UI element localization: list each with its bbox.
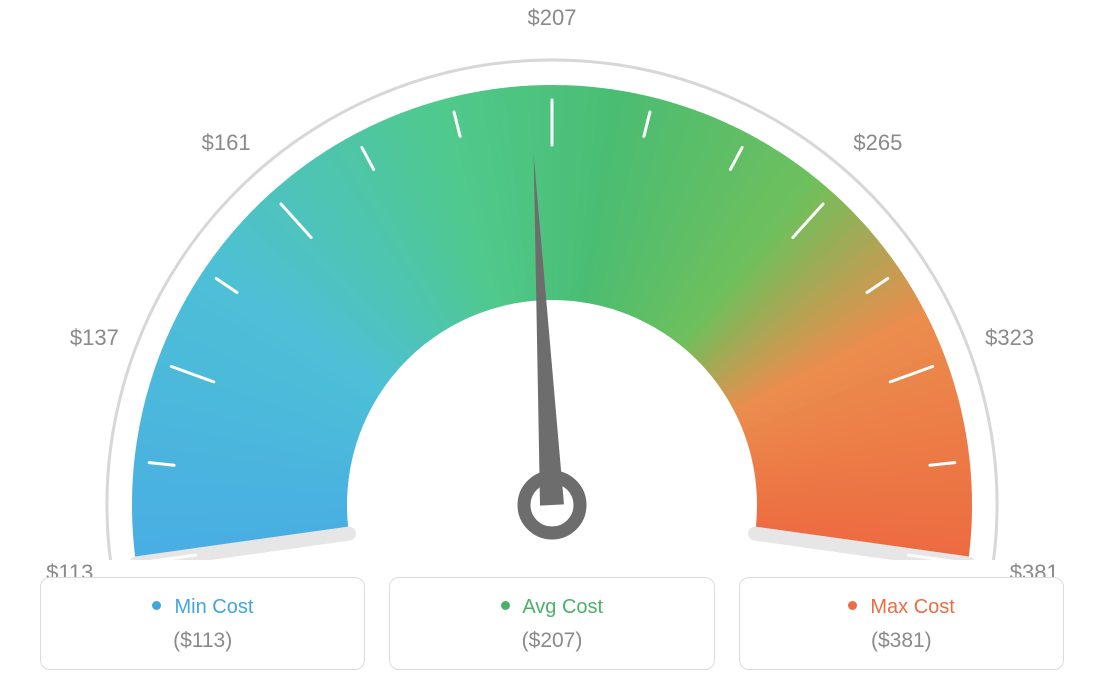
gauge-area: $113$137$161$207$265$323$381 <box>0 0 1104 560</box>
min-cost-title: Min Cost <box>61 596 344 619</box>
summary-cards: Min Cost ($113) Avg Cost ($207) Max Cost… <box>40 577 1064 670</box>
max-cost-label: Max Cost <box>870 596 954 618</box>
avg-cost-value: ($207) <box>410 629 693 653</box>
gauge-tick-label: $323 <box>985 325 1034 351</box>
avg-cost-card: Avg Cost ($207) <box>389 577 714 670</box>
max-cost-title: Max Cost <box>760 596 1043 619</box>
min-cost-value: ($113) <box>61 629 344 653</box>
gauge-tick-label: $265 <box>853 130 902 156</box>
cost-gauge-chart: $113$137$161$207$265$323$381 Min Cost ($… <box>0 0 1104 690</box>
min-cost-card: Min Cost ($113) <box>40 577 365 670</box>
gauge-tick-label: $137 <box>70 325 119 351</box>
avg-cost-title: Avg Cost <box>410 596 693 619</box>
avg-cost-dot <box>501 601 510 610</box>
max-cost-value: ($381) <box>760 629 1043 653</box>
gauge-svg <box>0 0 1104 560</box>
min-cost-dot <box>152 601 161 610</box>
max-cost-card: Max Cost ($381) <box>739 577 1064 670</box>
min-cost-label: Min Cost <box>174 596 253 618</box>
max-cost-dot <box>848 601 857 610</box>
gauge-tick-label: $161 <box>202 130 251 156</box>
gauge-tick-label: $207 <box>528 5 577 31</box>
avg-cost-label: Avg Cost <box>522 596 603 618</box>
